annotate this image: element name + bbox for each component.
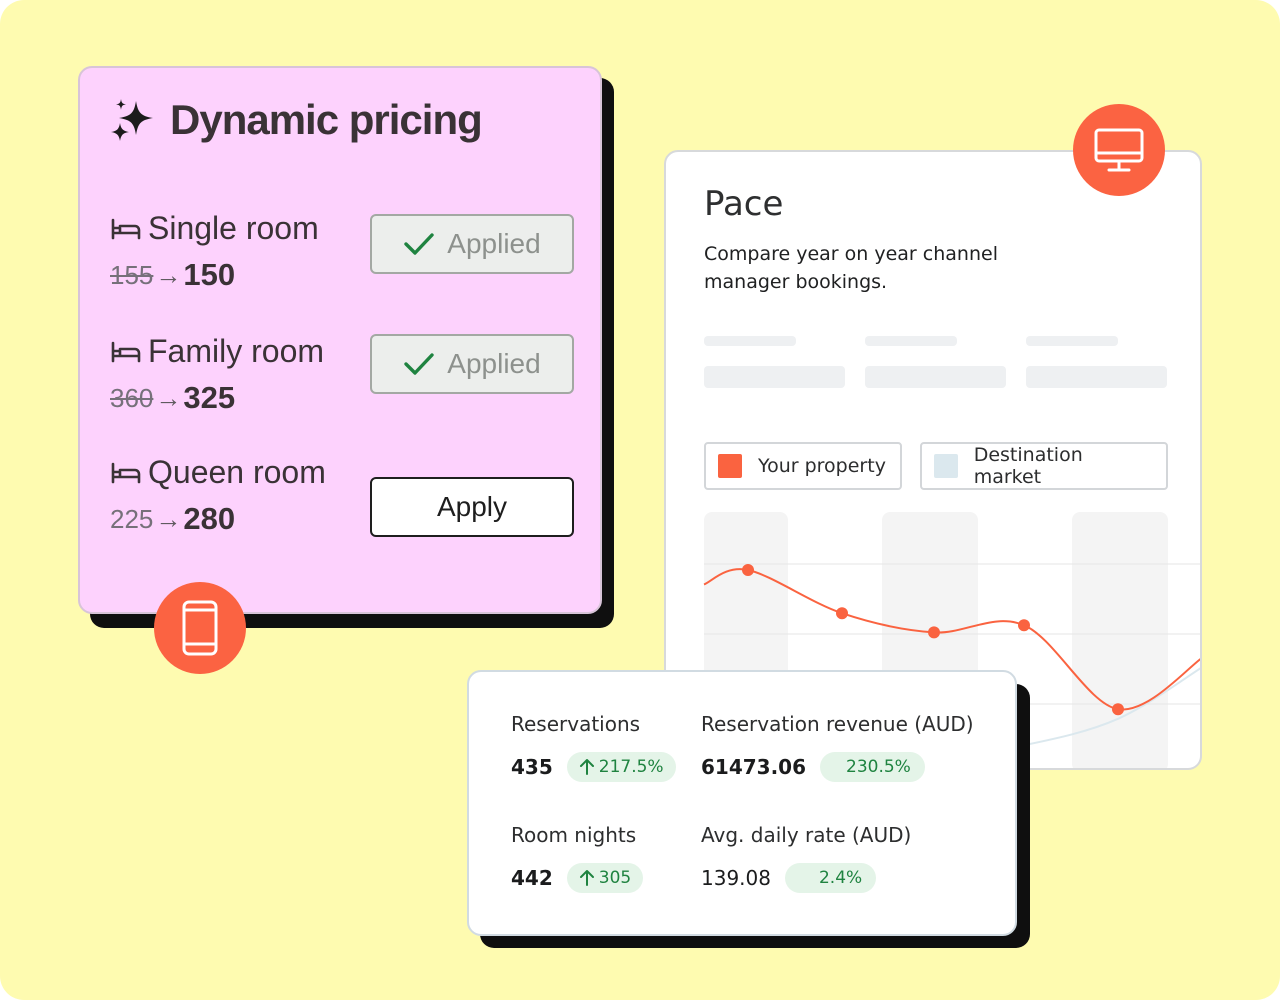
room-name: Family room — [148, 333, 325, 369]
button-label: Apply — [436, 491, 508, 522]
mobile-badge — [154, 582, 246, 674]
apply-button-queen[interactable]: Apply — [370, 477, 574, 537]
room-family: Family room 360 → 325 — [110, 333, 324, 416]
dynamic-pricing-card: Dynamic pricing Single room 155 → 150 Ap… — [78, 66, 602, 614]
check-icon — [404, 233, 434, 255]
data-point[interactable] — [1018, 619, 1030, 632]
sparkle-icon — [111, 99, 153, 141]
stat-value: 435 — [511, 755, 553, 779]
change-value: 305 — [598, 868, 632, 888]
data-point[interactable] — [742, 564, 754, 576]
applied-button-single[interactable]: Applied — [370, 214, 574, 274]
mobile-phone-icon — [182, 600, 218, 656]
legend-swatch — [718, 454, 742, 478]
change-value: 230.5% — [846, 757, 911, 777]
skeleton-value — [1026, 366, 1167, 388]
new-price: 280 — [183, 501, 236, 536]
arrow-up-icon — [579, 870, 594, 886]
stat-label: Reservation revenue (AUD) — [701, 712, 974, 736]
bed-icon — [111, 218, 141, 239]
stat-room-nights: Room nights 442 305 — [511, 823, 644, 893]
arrow-right-icon: → — [155, 382, 182, 413]
desktop-monitor-icon — [1094, 128, 1144, 172]
change-pill: 2.4% — [784, 863, 877, 893]
skeleton-label — [1026, 336, 1118, 346]
new-price: 325 — [183, 380, 236, 415]
room-name: Single room — [148, 210, 319, 246]
data-point[interactable] — [1112, 703, 1124, 716]
room-queen: Queen room 225 → 280 — [110, 454, 326, 537]
stat-value: 442 — [511, 866, 553, 890]
stat-reservations: Reservations 435 217.5% — [511, 712, 676, 782]
data-point[interactable] — [928, 626, 940, 639]
stat-value: 61473.06 — [701, 755, 807, 779]
desktop-badge — [1073, 104, 1165, 196]
change-pill: 230.5% — [820, 752, 925, 782]
change-value: 2.4% — [818, 868, 863, 888]
pace-title: Pace — [704, 184, 784, 224]
pricing-title: Dynamic pricing — [170, 96, 483, 143]
room-name: Queen room — [148, 454, 326, 490]
room-single: Single room 155 → 150 — [110, 210, 319, 293]
stat-label: Room nights — [511, 823, 637, 847]
pace-card: Pace Compare year on year channel manage… — [664, 150, 1202, 770]
arrow-right-icon: → — [155, 259, 182, 290]
pricing-header: Dynamic pricing — [110, 96, 483, 144]
legend-your-property[interactable]: Your property — [704, 442, 902, 490]
legend-label: Your property — [758, 455, 886, 477]
skeleton-value — [704, 366, 845, 388]
skeleton-value — [865, 366, 1006, 388]
data-point[interactable] — [836, 607, 848, 620]
old-price: 360 — [110, 382, 154, 413]
old-price: 155 — [110, 259, 154, 290]
stat-value: 139.08 — [701, 866, 771, 890]
stat-label: Avg. daily rate (AUD) — [701, 823, 912, 847]
stat-revenue: Reservation revenue (AUD) 61473.06 230.5… — [701, 712, 974, 782]
change-pill: 217.5% — [566, 752, 676, 782]
stat-label: Reservations — [511, 712, 641, 736]
new-price: 150 — [183, 257, 236, 292]
skeleton-label — [865, 336, 957, 346]
bed-icon — [111, 341, 141, 362]
change-value: 217.5% — [598, 757, 664, 777]
arrow-up-icon — [579, 759, 594, 775]
skeleton-label — [704, 336, 796, 346]
check-icon — [404, 353, 434, 375]
stat-adr: Avg. daily rate (AUD) 139.08 2.4% — [701, 823, 911, 893]
old-price: 225 — [110, 503, 154, 534]
bed-icon — [111, 462, 141, 483]
legend-swatch — [934, 454, 958, 478]
stats-card: Reservations 435 217.5% Reservation reve… — [467, 670, 1017, 936]
button-label: Applied — [447, 228, 541, 259]
change-pill: 305 — [566, 863, 644, 893]
arrow-right-icon: → — [155, 503, 182, 534]
pace-description: Compare year on year channel manager boo… — [704, 243, 998, 293]
button-label: Applied — [447, 348, 541, 379]
applied-button-family[interactable]: Applied — [370, 334, 574, 394]
legend-destination-market[interactable]: Destination market — [920, 442, 1168, 490]
legend-label: Destination market — [973, 444, 1083, 488]
